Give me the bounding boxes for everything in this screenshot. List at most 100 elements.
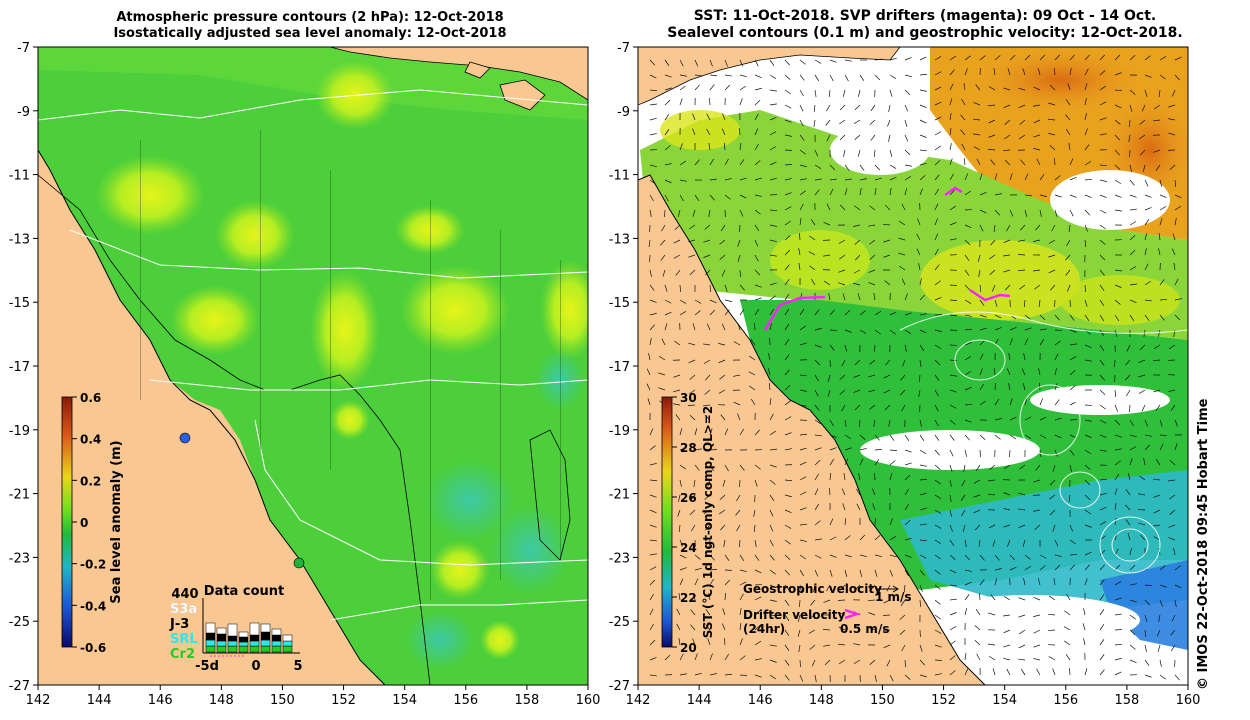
velocity-arrow <box>976 158 981 166</box>
x-tick-label: 142 <box>626 693 651 708</box>
velocity-arrow <box>934 101 942 106</box>
velocity-arrow <box>784 59 790 66</box>
velocity-arrow <box>1139 134 1146 140</box>
velocity-arrow <box>1084 209 1091 216</box>
velocity-arrow <box>1033 614 1041 617</box>
velocity-arrow <box>1114 164 1121 170</box>
velocity-arrow <box>688 359 696 364</box>
colorbar-tick-label: 0.2 <box>80 474 101 488</box>
velocity-arrow <box>1159 206 1167 211</box>
velocity-arrow <box>1007 539 1011 547</box>
y-tick-label: -15 <box>609 296 630 311</box>
velocity-arrow <box>694 299 702 304</box>
velocity-arrow <box>679 464 686 470</box>
velocity-arrow <box>1039 434 1047 439</box>
velocity-arrow <box>1125 489 1131 496</box>
velocity-arrow <box>721 269 726 277</box>
velocity-arrow <box>649 164 657 168</box>
velocity-arrow <box>673 239 681 244</box>
velocity-arrow <box>813 119 816 127</box>
velocity-arrow <box>1159 194 1167 198</box>
velocity-arrow <box>1174 674 1180 681</box>
velocity-arrow <box>934 280 941 286</box>
velocity-arrow <box>949 173 954 181</box>
velocity-arrow <box>722 113 726 121</box>
velocity-arrow <box>949 494 952 502</box>
velocity-arrow <box>664 87 672 91</box>
velocity-arrow <box>901 278 906 286</box>
velocity-arrow <box>799 119 804 127</box>
velocity-arrow <box>858 89 861 97</box>
velocity-arrow <box>900 599 906 606</box>
velocity-arrow <box>739 194 747 199</box>
velocity-arrow <box>873 419 876 427</box>
velocity-arrow <box>1084 419 1092 422</box>
velocity-arrow <box>1069 370 1076 376</box>
velocity-arrow <box>814 569 819 577</box>
velocity-arrow <box>1054 67 1056 76</box>
velocity-arrow <box>1004 464 1011 470</box>
velocity-arrow <box>859 310 866 316</box>
velocity-arrow <box>934 297 942 301</box>
velocity-arrow <box>1009 54 1016 61</box>
velocity-arrow <box>918 389 921 397</box>
velocity-arrow <box>934 174 940 181</box>
velocity-arrow <box>979 299 985 306</box>
velocity-arrow <box>1144 89 1148 97</box>
velocity-arrow <box>754 177 762 181</box>
velocity-arrow <box>829 434 837 438</box>
velocity-arrow <box>854 584 861 591</box>
velocity-arrow <box>839 374 846 380</box>
velocity-arrow <box>1099 404 1106 410</box>
velocity-arrow <box>979 191 987 196</box>
velocity-arrow <box>1003 87 1011 91</box>
velocity-arrow <box>993 224 996 232</box>
velocity-arrow <box>809 644 816 650</box>
velocity-arrow <box>723 539 726 547</box>
velocity-arrow <box>934 644 942 648</box>
velocity-arrow <box>703 239 711 243</box>
velocity-arrow <box>754 128 759 136</box>
velocity-arrow <box>1084 344 1092 348</box>
velocity-arrow <box>964 419 972 423</box>
velocity-arrow <box>1173 263 1176 271</box>
velocity-arrow <box>649 194 654 202</box>
velocity-arrow <box>883 374 891 379</box>
velocity-arrow <box>1158 89 1161 97</box>
velocity-arrow <box>673 254 681 259</box>
velocity-arrow <box>799 164 807 168</box>
velocity-arrow <box>1049 509 1056 516</box>
velocity-arrow <box>1168 537 1176 541</box>
velocity-arrow <box>739 177 747 181</box>
velocity-arrow <box>1068 143 1071 151</box>
velocity-arrow <box>934 389 939 397</box>
velocity-arrow <box>649 299 657 303</box>
velocity-arrow <box>1114 179 1122 185</box>
velocity-arrow <box>857 149 861 157</box>
velocity-arrow <box>1099 549 1106 556</box>
velocity-arrow <box>724 554 730 561</box>
velocity-arrow <box>1129 564 1136 571</box>
velocity-arrow <box>1124 504 1131 511</box>
data-count-bar <box>238 636 249 643</box>
velocity-arrow <box>769 224 777 227</box>
velocity-arrow <box>975 84 981 91</box>
velocity-arrow <box>1114 671 1122 676</box>
velocity-arrow <box>992 668 996 676</box>
velocity-arrow <box>1052 464 1056 472</box>
velocity-arrow <box>724 637 726 646</box>
velocity-arrow <box>694 159 700 166</box>
y-tick-label: -13 <box>609 232 630 247</box>
velocity-arrow <box>934 449 940 456</box>
velocity-arrow <box>679 479 682 487</box>
velocity-arrow <box>705 609 711 616</box>
velocity-arrow <box>829 419 834 427</box>
velocity-arrow <box>649 639 656 646</box>
velocity-arrow <box>799 374 807 377</box>
velocity-arrow <box>675 414 681 421</box>
velocity-arrow <box>1099 117 1107 121</box>
velocity-arrow <box>973 118 981 121</box>
velocity-arrow <box>814 674 817 682</box>
velocity-arrow <box>964 449 968 457</box>
velocity-arrow <box>679 179 687 182</box>
